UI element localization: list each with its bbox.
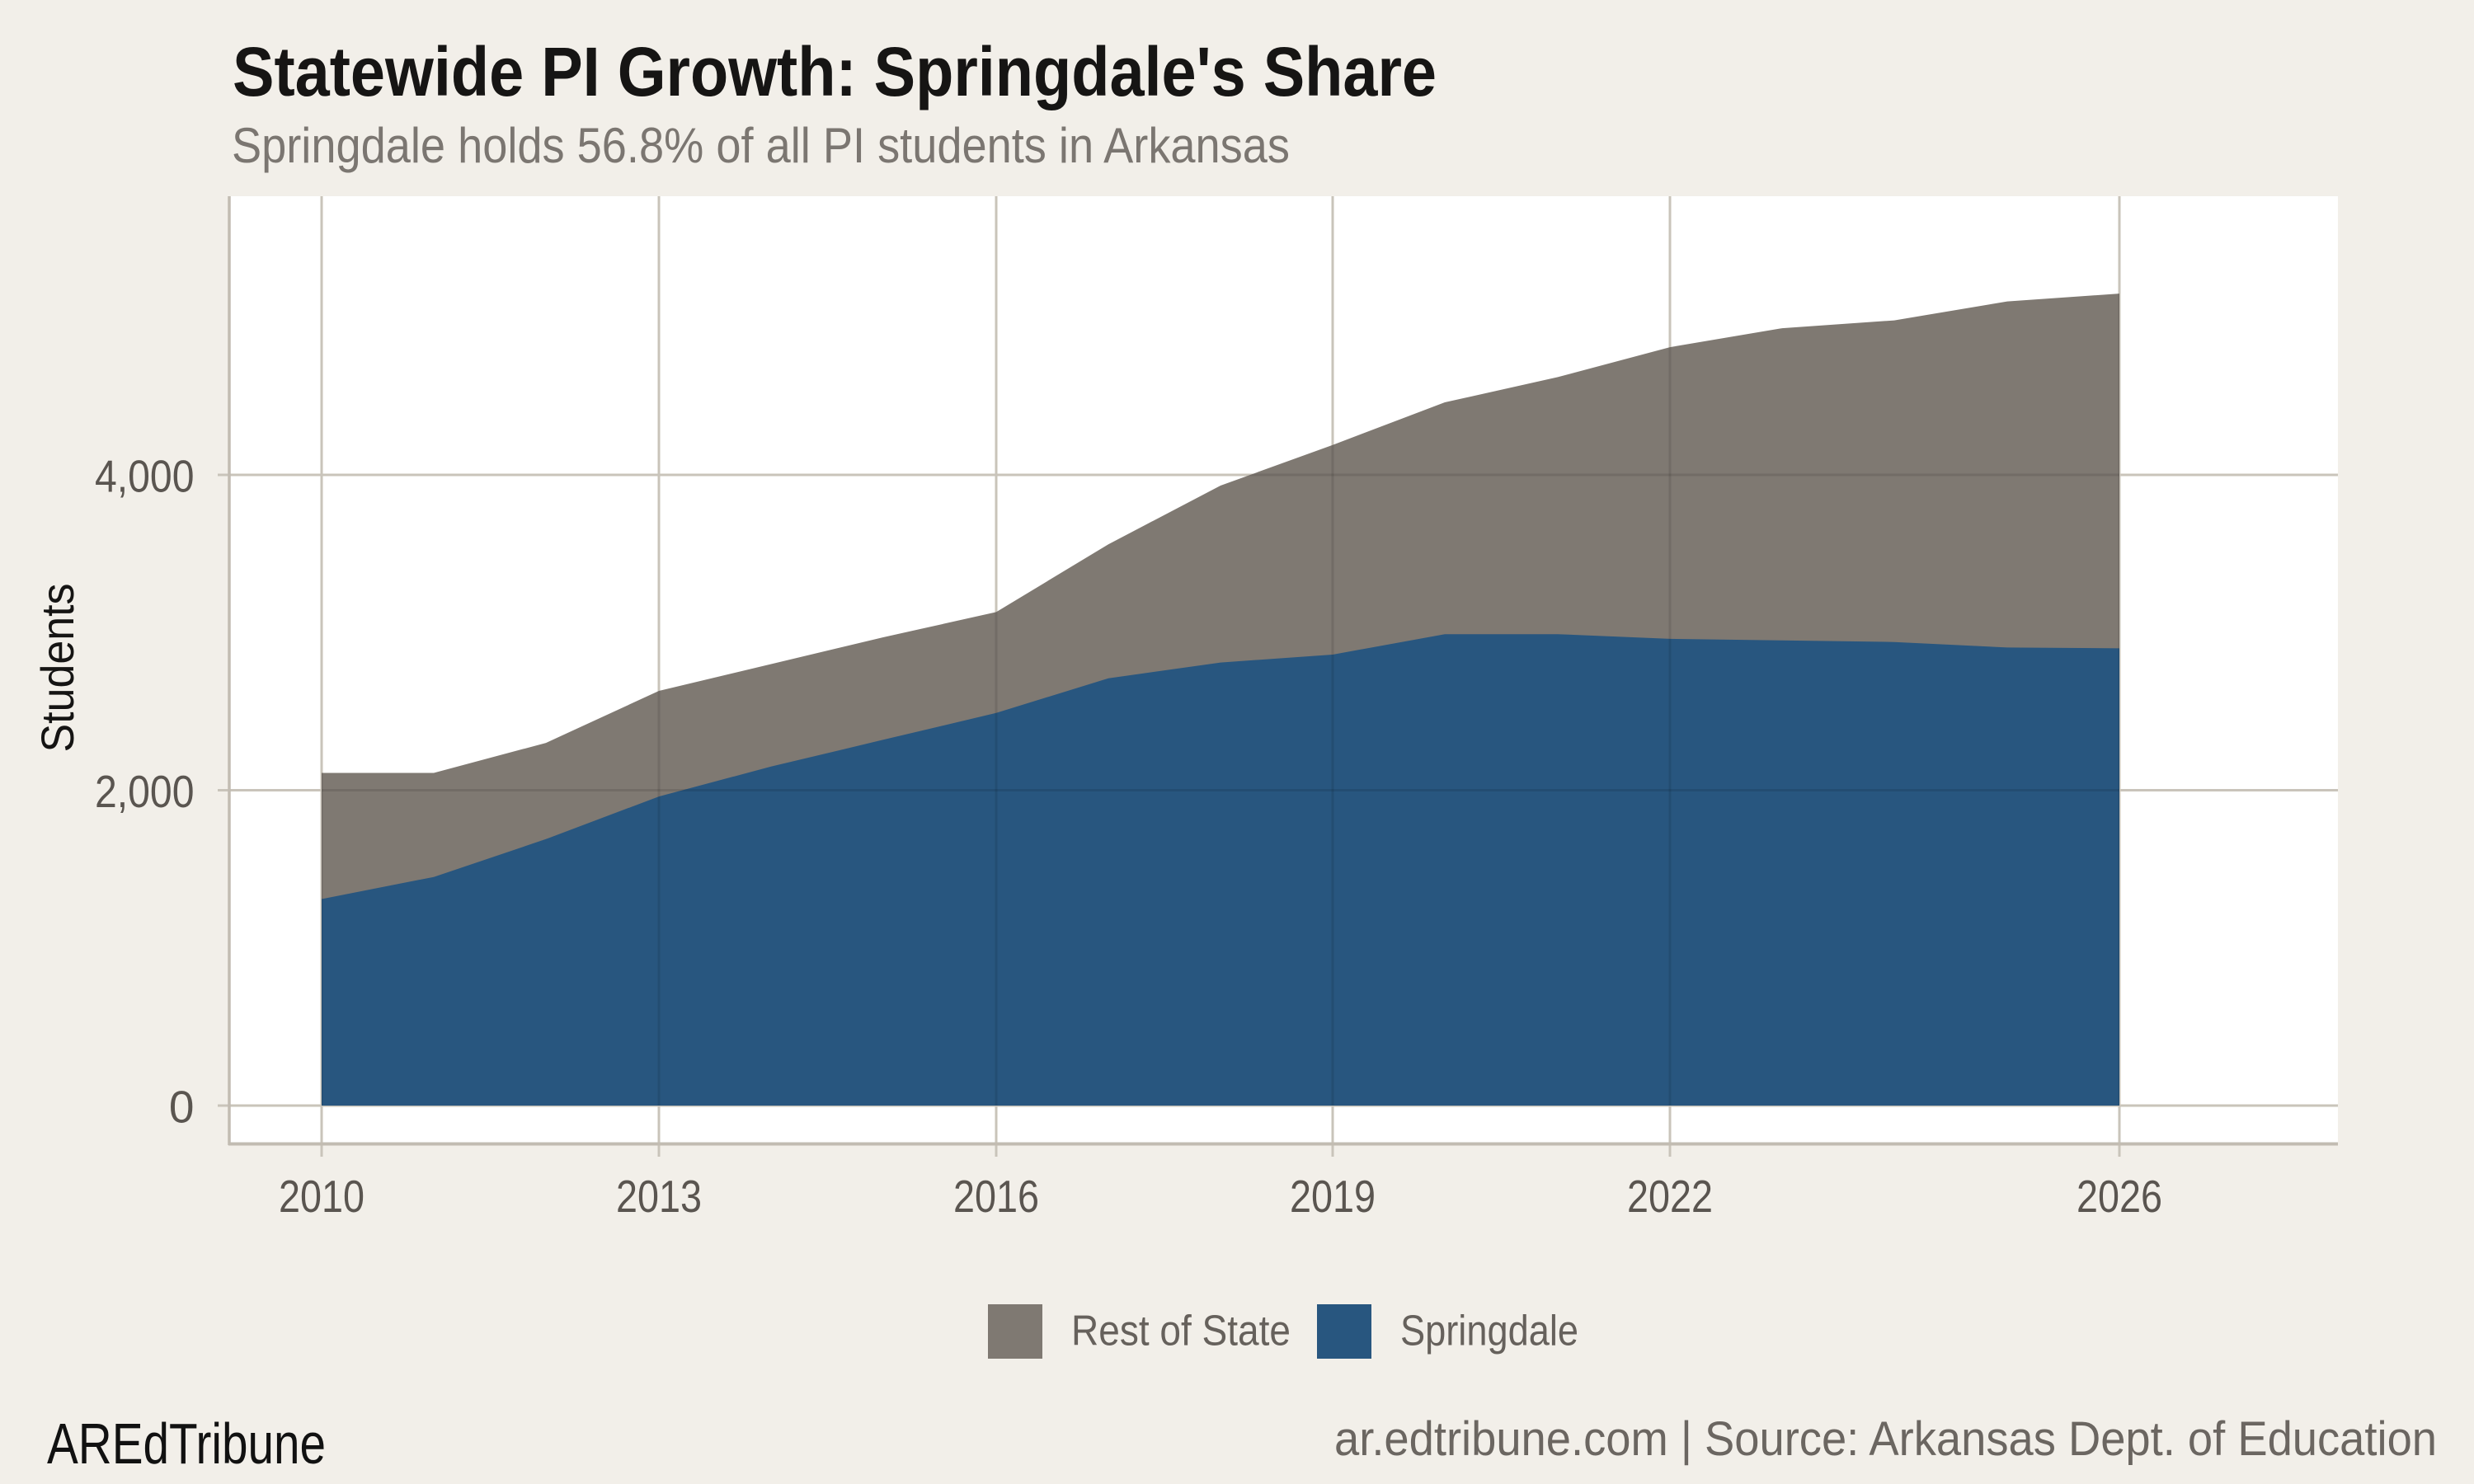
svg-text:Springdale holds 56.8% of all: Springdale holds 56.8% of all PI student…: [232, 118, 1290, 173]
svg-text:2016: 2016: [953, 1171, 1039, 1222]
svg-text:2019: 2019: [1290, 1171, 1376, 1222]
svg-text:0: 0: [169, 1082, 195, 1133]
svg-text:2010: 2010: [279, 1171, 365, 1222]
svg-text:Statewide PI Growth: Springdal: Statewide PI Growth: Springdale's Share: [233, 33, 1437, 110]
svg-text:Students: Students: [31, 584, 83, 753]
svg-text:ar.edtribune.com | Source: Ark: ar.edtribune.com | Source: Arkansas Dept…: [1334, 1412, 2437, 1466]
svg-text:2,000: 2,000: [95, 766, 195, 817]
svg-text:Springdale: Springdale: [1400, 1307, 1578, 1355]
svg-text:AREdTribune: AREdTribune: [47, 1411, 326, 1476]
svg-text:2013: 2013: [616, 1171, 702, 1222]
svg-text:4,000: 4,000: [95, 451, 195, 502]
svg-text:Rest of State: Rest of State: [1071, 1307, 1291, 1355]
svg-text:2026: 2026: [2077, 1171, 2162, 1222]
svg-text:2022: 2022: [1627, 1171, 1713, 1222]
